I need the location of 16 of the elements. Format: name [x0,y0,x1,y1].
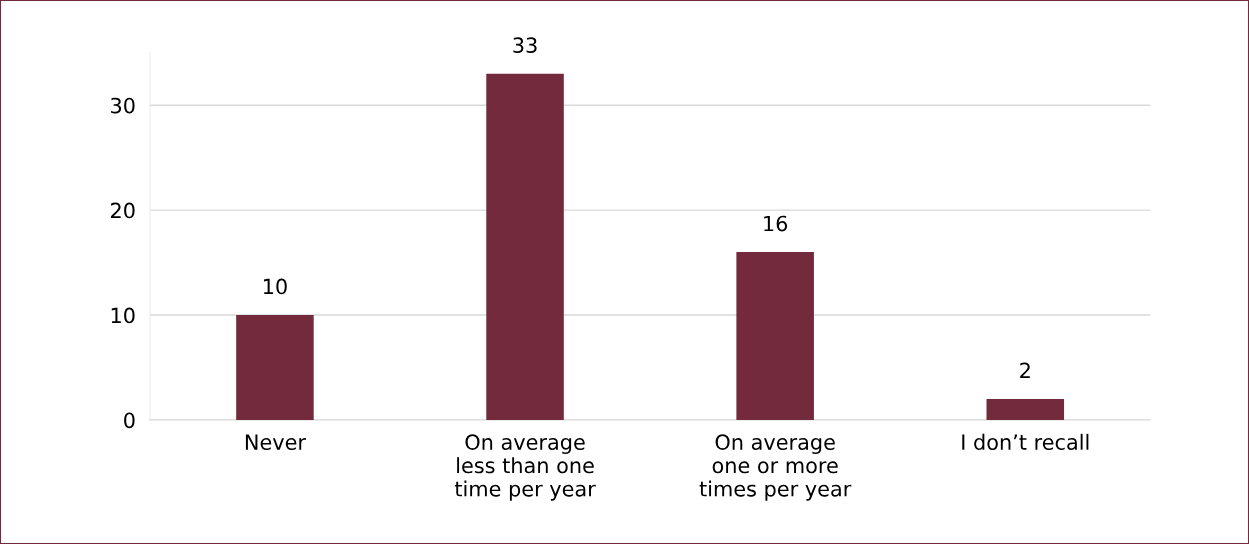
data-label: 16 [764,215,788,232]
y-tick-label: 10 [111,307,135,324]
bar [736,252,814,420]
y-tick-label: 30 [111,97,135,114]
bar [486,73,564,420]
x-tick-label: Never [245,434,306,450]
y-tick-label: 0 [124,412,135,429]
x-tick-label: On average one or more times per year [699,434,852,501]
bar [236,315,314,420]
y-tick-label: 20 [111,202,135,219]
x-tick-label: On average less than one time per year [454,434,596,501]
data-label: 10 [263,278,287,295]
x-tick-label: I don’t recall [962,433,1089,450]
data-label: 33 [513,37,537,54]
data-label: 2 [1020,362,1030,378]
bar [986,398,1065,420]
